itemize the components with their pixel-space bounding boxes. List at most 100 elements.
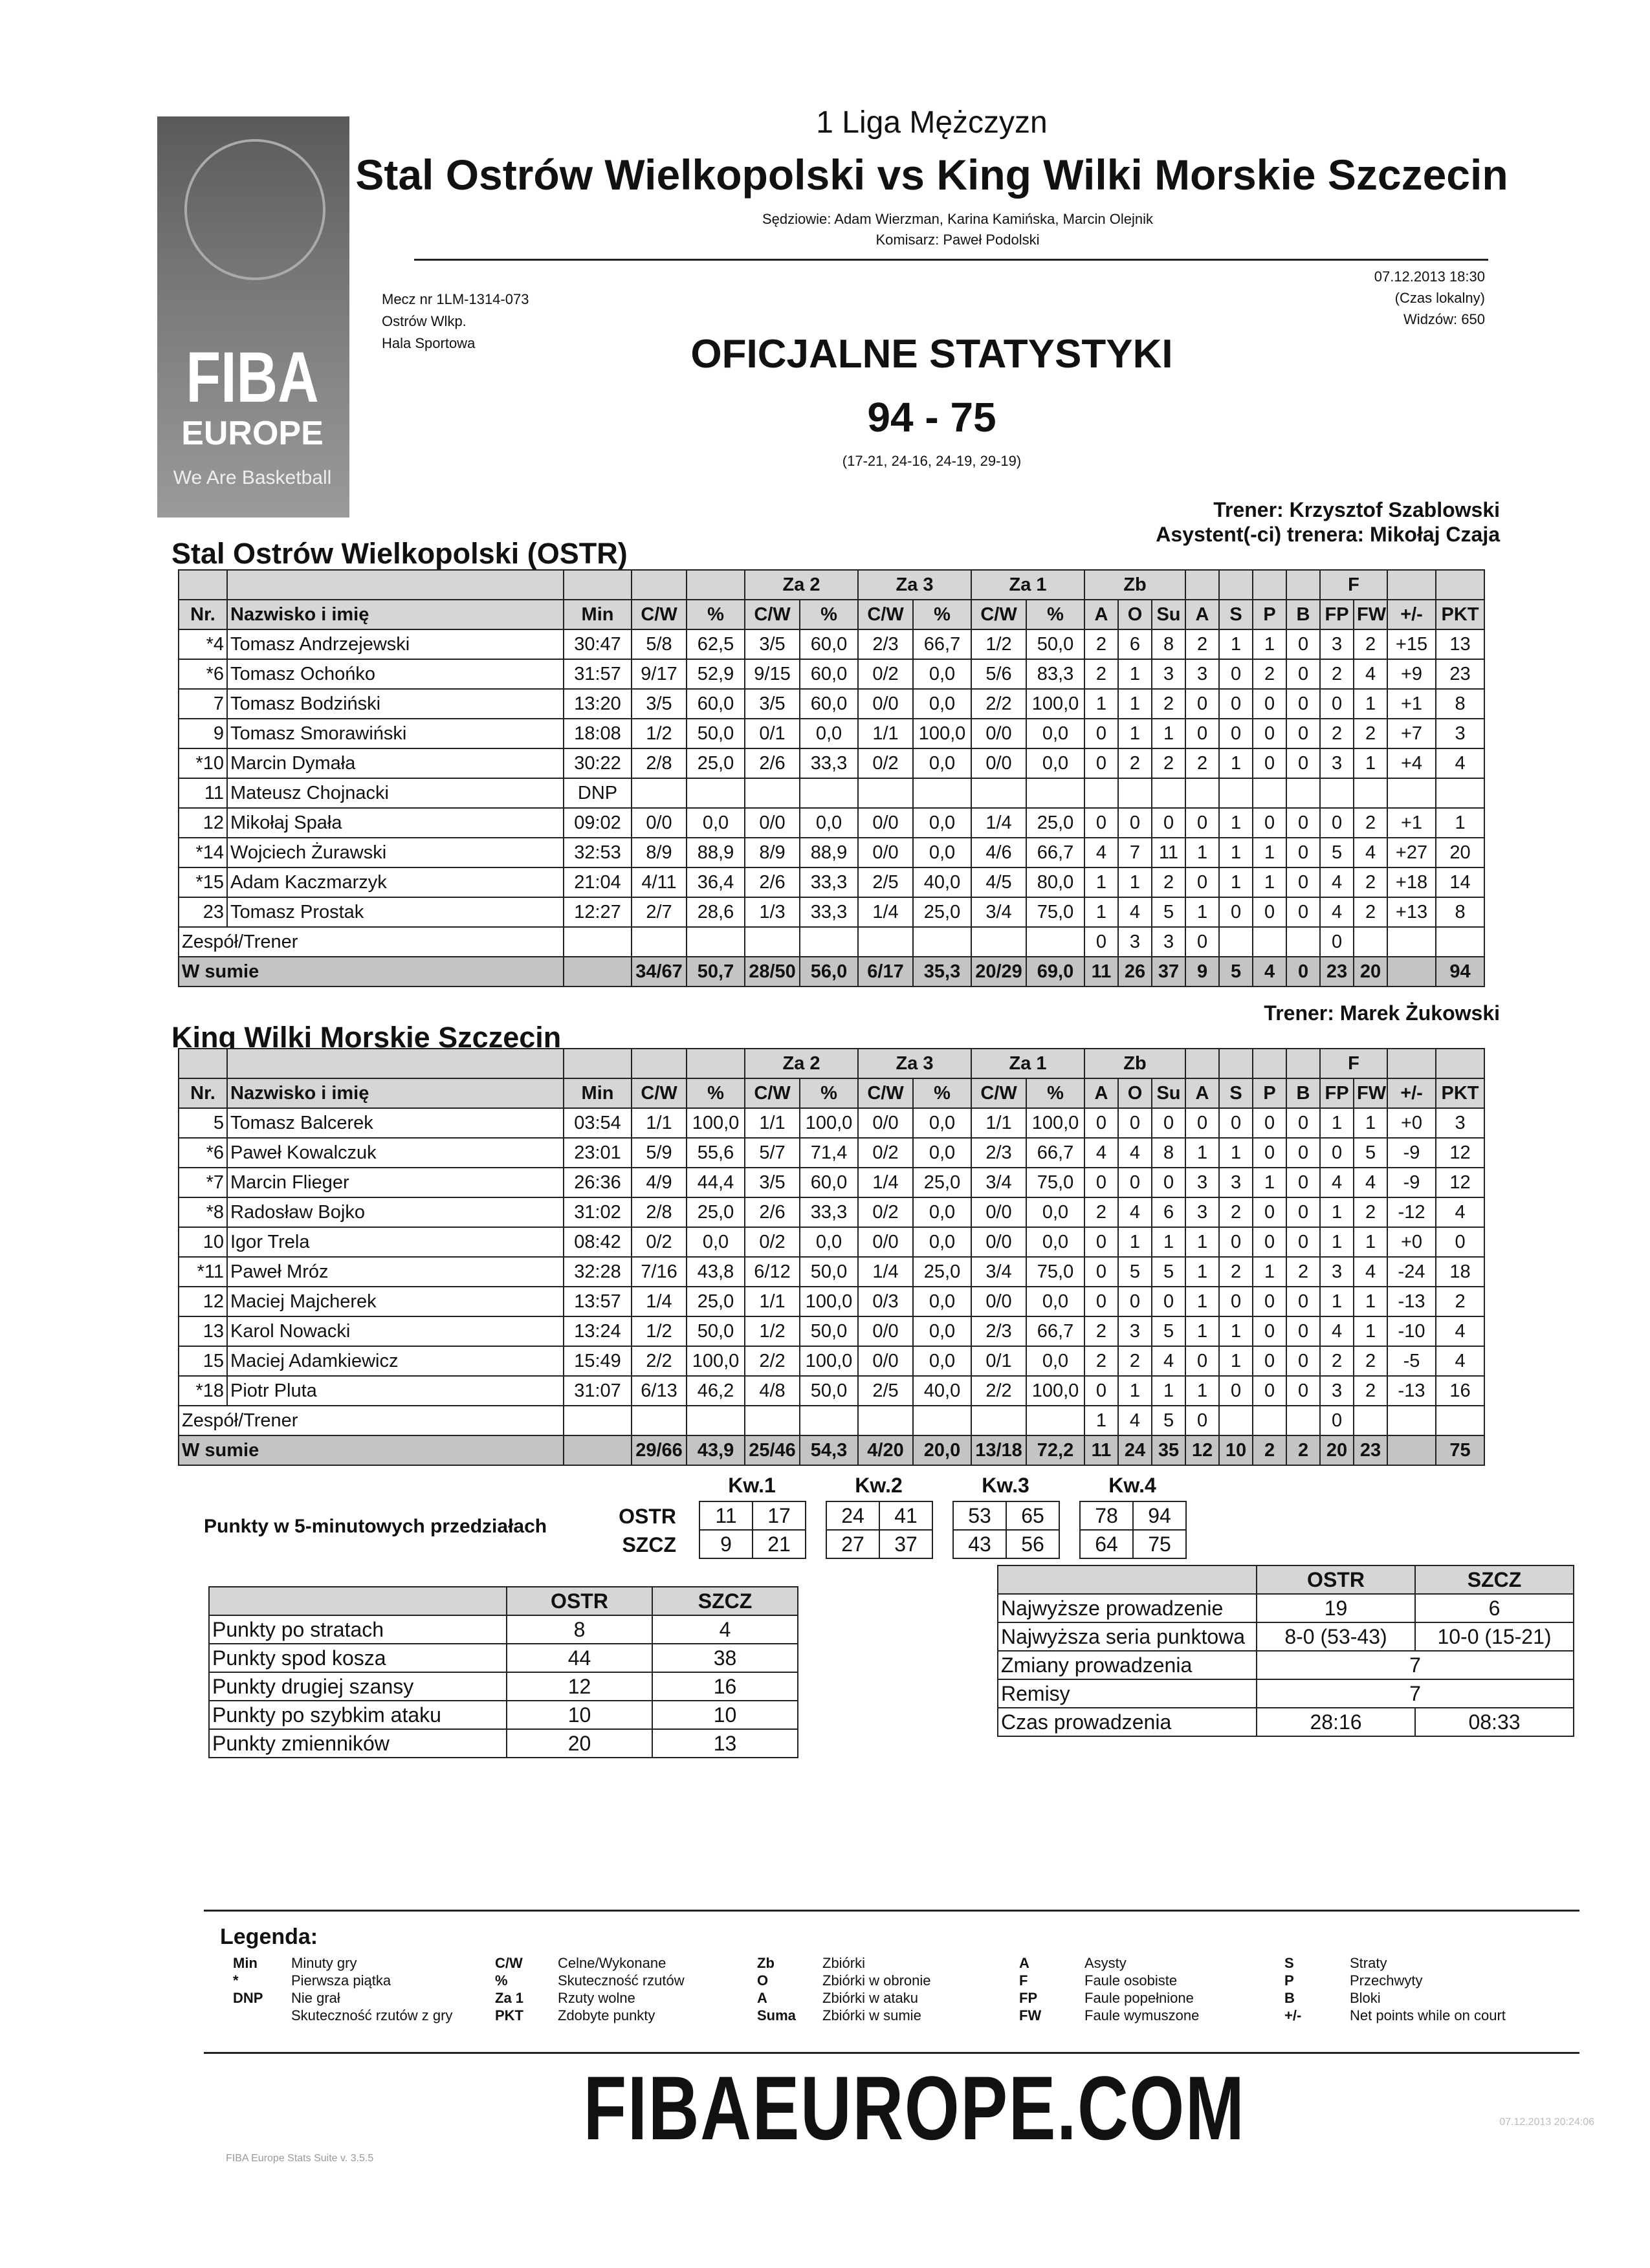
cell: 35,3 — [912, 956, 972, 987]
cell: 4/11 — [631, 867, 687, 898]
cell: 38 — [652, 1643, 798, 1673]
cell: 0 — [1252, 1316, 1288, 1347]
cell: 5 — [1150, 1256, 1187, 1287]
cell: 0 — [1185, 1405, 1220, 1436]
row-label: Zespół/Trener — [178, 926, 564, 957]
legend-text: Przechwyty — [1350, 1972, 1423, 1989]
legend-text: Faule popełnione — [1084, 1990, 1194, 2006]
cell — [1286, 569, 1321, 600]
group-header: Zb — [1083, 569, 1187, 600]
cell: +0 — [1387, 1227, 1437, 1258]
cell: 7 — [1256, 1679, 1574, 1708]
cell: 0 — [1084, 718, 1119, 749]
player-row: 5 Tomasz Balcerek 03:54 1/1 100,0 1/1 100,0 0/0… — [178, 1107, 1486, 1139]
cell: 17 — [752, 1501, 806, 1531]
brand: FIBAEUROPE.COM — [583, 2057, 1246, 2159]
cell: 0 — [1084, 1167, 1119, 1198]
cell: 8/9 — [631, 837, 687, 868]
stat-row: Najwyższe prowadzenie 19 6 — [997, 1593, 1574, 1623]
cell — [1387, 956, 1437, 987]
cell: Adam Kaczmarzyk — [226, 867, 564, 898]
cell: 0 — [1286, 1286, 1321, 1317]
group-header: F — [1319, 1048, 1389, 1079]
cell — [1252, 926, 1288, 957]
cell: 9/15 — [744, 659, 800, 690]
cell: +9 — [1387, 659, 1437, 690]
cell: 1/4 — [857, 897, 914, 928]
column-header: O — [1117, 1078, 1152, 1109]
cell: 10 — [178, 1227, 228, 1258]
cell: 2 — [1185, 748, 1220, 779]
cell: 31:07 — [563, 1375, 632, 1406]
cell: 1/4 — [857, 1256, 914, 1287]
cell: 13:24 — [563, 1316, 632, 1347]
legend-text: Asysty — [1084, 1955, 1127, 1971]
cell — [563, 926, 632, 957]
cell: 2/5 — [857, 1375, 914, 1406]
legend-key: P — [1284, 1972, 1294, 1989]
cell: 4 — [1084, 1137, 1119, 1168]
quarter-label: Kw.2 — [855, 1474, 903, 1497]
column-header: +/- — [1387, 1078, 1437, 1109]
cell: 1 — [1185, 1137, 1220, 1168]
cell: 33,3 — [799, 1197, 859, 1228]
cell: 7 — [178, 688, 228, 719]
group-header: Za 3 — [857, 1048, 972, 1079]
cell: 2/5 — [857, 867, 914, 898]
cell: 1 — [1319, 1107, 1355, 1139]
cell: +18 — [1387, 867, 1437, 898]
cell: 3 — [1218, 1167, 1254, 1198]
cell — [1435, 1405, 1486, 1436]
cell — [912, 1405, 972, 1436]
cell: 0 — [1286, 1375, 1321, 1406]
cell: 8 — [1150, 1137, 1187, 1168]
cell: 2 — [1353, 867, 1389, 898]
quarter-row: 9 21 — [699, 1529, 806, 1559]
group-header: Zb — [1083, 1048, 1187, 1079]
cell: 0/2 — [857, 748, 914, 779]
divider — [414, 259, 1488, 261]
legend-text: Rzuty wolne — [558, 1990, 635, 2006]
cell: 0 — [1084, 1107, 1119, 1139]
column-header: C/W — [744, 1078, 800, 1109]
cell: 0,0 — [912, 807, 972, 838]
cell: 1 — [1185, 1375, 1220, 1406]
cell: 0 — [1286, 629, 1321, 660]
cell: 0 — [1117, 1286, 1152, 1317]
software-version: FIBA Europe Stats Suite v. 3.5.5 — [226, 2153, 374, 2164]
cell: 25,0 — [1026, 807, 1085, 838]
cell: Paweł Kowalczuk — [226, 1137, 564, 1168]
header-row: OSTR SZCZ — [997, 1565, 1574, 1595]
player-row: *6 Tomasz Ochońko 31:57 9/17 52,9 9/15 60,0 0/2… — [178, 659, 1486, 690]
cell: 37 — [879, 1529, 933, 1559]
cell: 2 — [1185, 629, 1220, 660]
cell: +15 — [1387, 629, 1437, 660]
column-header: C/W — [744, 599, 800, 630]
cell: 50,0 — [799, 1256, 859, 1287]
cell — [1185, 778, 1220, 809]
legend-key: * — [233, 1972, 239, 1989]
cell: 1 — [1252, 837, 1288, 868]
cell: 4 — [1084, 837, 1119, 868]
cell: 19 — [1256, 1593, 1416, 1623]
legend-text: Minuty gry — [291, 1955, 357, 1971]
cell: 33,3 — [799, 897, 859, 928]
cell: 2/6 — [744, 748, 800, 779]
cell: 100,0 — [799, 1346, 859, 1377]
cell: 1 — [1252, 629, 1288, 660]
cell: *4 — [178, 629, 228, 660]
cell: 28:16 — [1256, 1707, 1416, 1737]
cell: 2 — [1353, 1375, 1389, 1406]
cell: 0 — [1286, 807, 1321, 838]
cell: 2 — [1252, 1435, 1288, 1466]
cell — [857, 926, 914, 957]
cell: Igor Trela — [226, 1227, 564, 1258]
cell: 12 — [506, 1672, 653, 1701]
stat-row: Czas prowadzenia 28:16 08:33 — [997, 1707, 1574, 1737]
cell: 0 — [1286, 1137, 1321, 1168]
score: 94 - 75 — [867, 394, 996, 441]
cell: 66,7 — [1026, 1137, 1085, 1168]
total-row: W sumie 29/66 43,9 25/46 54,3 4/20 20,0 13/18 72… — [178, 1435, 1486, 1466]
column-header: P — [1252, 1078, 1288, 1109]
cell: 28,6 — [686, 897, 745, 928]
